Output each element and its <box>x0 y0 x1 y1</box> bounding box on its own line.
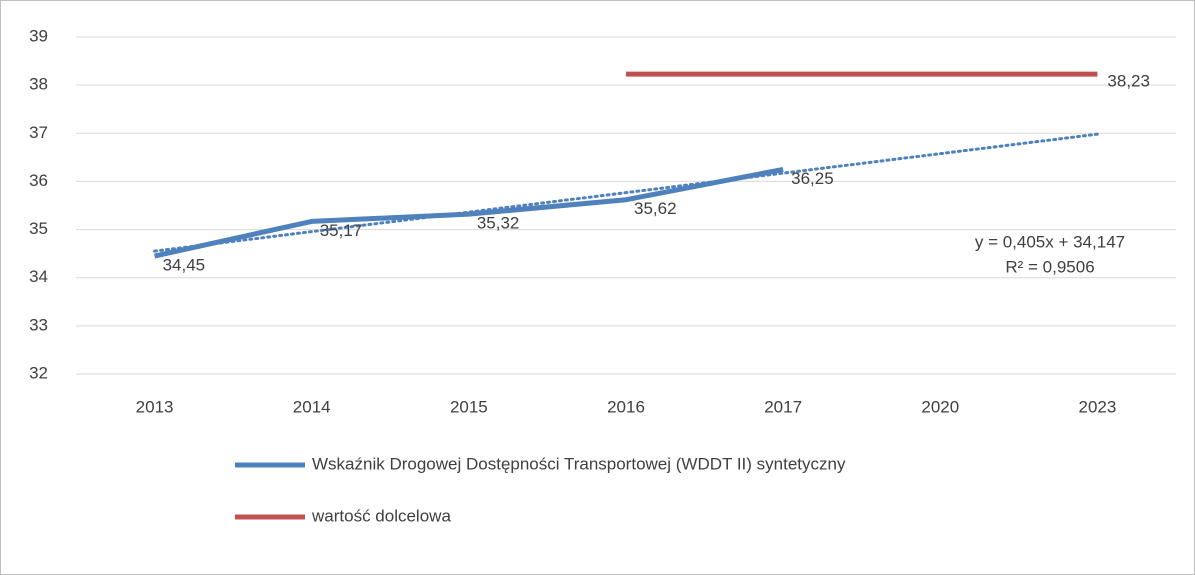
x-tick-label: 2016 <box>607 397 645 416</box>
y-tick-label: 36 <box>29 171 48 190</box>
trend-r2: R² = 0,9506 <box>1005 257 1094 276</box>
y-tick-label: 38 <box>29 75 48 94</box>
data-label: 38,23 <box>1107 72 1150 91</box>
legend-label: Wskaźnik Drogowej Dostępności Transporto… <box>312 454 846 473</box>
x-tick-label: 2014 <box>293 397 331 416</box>
data-label: 35,17 <box>320 221 363 240</box>
x-tick-label: 2013 <box>136 397 174 416</box>
data-label: 36,25 <box>791 169 834 188</box>
data-label: 35,62 <box>634 199 677 218</box>
x-tick-label: 2015 <box>450 397 488 416</box>
x-tick-label: 2020 <box>921 397 959 416</box>
x-tick-label: 2023 <box>1079 397 1117 416</box>
y-tick-label: 35 <box>29 219 48 238</box>
trend-equation: y = 0,405x + 34,147 <box>975 232 1125 251</box>
y-tick-label: 32 <box>29 363 48 382</box>
data-label: 34,45 <box>163 256 206 275</box>
y-tick-label: 34 <box>29 267 48 286</box>
y-tick-label: 37 <box>29 123 48 142</box>
y-tick-label: 39 <box>29 26 48 45</box>
data-label: 35,32 <box>477 214 520 233</box>
y-tick-label: 33 <box>29 315 48 334</box>
trendline <box>153 132 1099 253</box>
series-line <box>154 166 784 259</box>
legend-label: wartość dolcelowa <box>311 506 451 525</box>
x-tick-label: 2017 <box>764 397 802 416</box>
